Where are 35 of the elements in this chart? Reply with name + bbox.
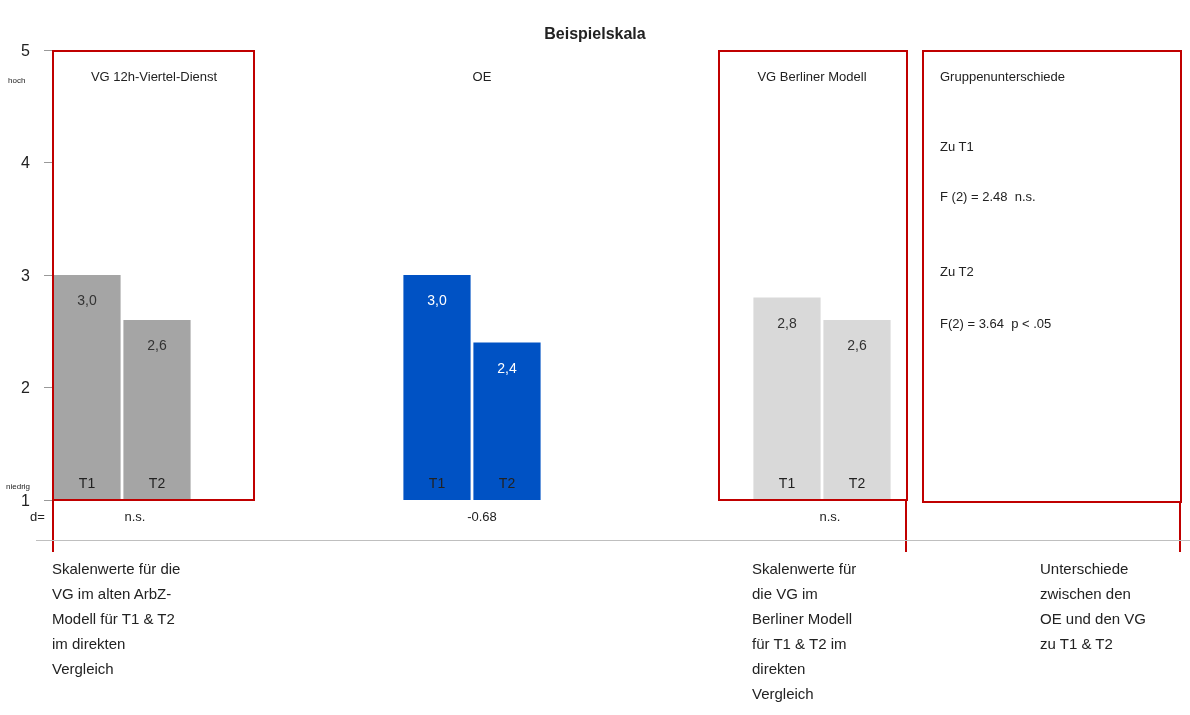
text: n.s. [819,508,841,524]
y-tick-label: 3 [21,266,31,284]
text: Zu T2 [940,263,974,279]
annotation: VG 12h-Viertel-Dienst [90,68,218,84]
text: Zu T1 [940,138,974,154]
annotation: VG Berliner Modell [757,68,867,84]
x-tick-label: T2 [848,475,866,491]
y-tick-label: 5 [21,41,31,59]
text: Unterschiede zwischen den OE und den VG zu T1 & T2 [1040,560,1146,652]
data-label: 2,4 [497,359,517,376]
annotation: OE [472,68,492,84]
text: Gruppenunterschiede [940,68,1066,84]
text: F(2) = 3.64 p < .05 [940,315,1052,331]
data-label: 2,8 [777,314,797,331]
y-tick-label: 4 [21,154,31,171]
text: Skalenwerte für die VG im alten ArbZ- Modell für T1 & T2 im direkten Vergleich [52,560,181,677]
x-tick-label: T1 [428,475,446,491]
x-tick-label: T2 [498,475,516,491]
text: hoch [8,76,26,85]
text: F (2) = 2.48 n.s. [940,188,1036,204]
x-tick-label: T1 [78,475,96,491]
data-label: 3,0 [427,292,447,308]
data-label: 2,6 [847,337,867,353]
data-label: 3,0 [77,292,97,308]
text: niedrig [6,482,31,491]
x-tick-label: T1 [778,475,796,491]
text: n.s. [124,508,146,524]
text: d= [30,508,45,524]
text: -0.68 [467,508,497,524]
chart-title: Beispielskala [544,24,646,42]
text: Skalenwerte für die VG im Berliner Modell für T1 & T2 im direkten Vergleich [752,560,857,702]
data-label: 2,6 [147,337,167,353]
x-tick-label: T2 [148,475,166,491]
y-tick-label: 2 [21,379,31,396]
y-tick-label: 1 [21,491,31,509]
